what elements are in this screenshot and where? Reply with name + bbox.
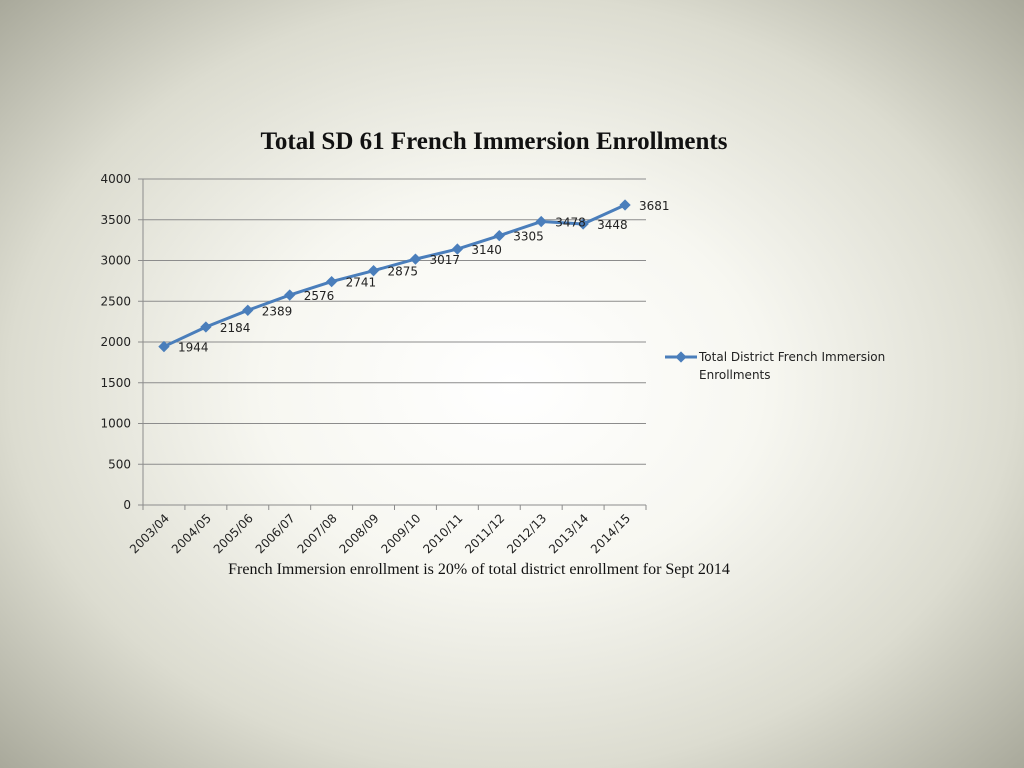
y-tick-label: 3000 <box>100 254 131 268</box>
x-tick-label: 2005/06 <box>211 511 256 556</box>
data-label: 2184 <box>220 321 251 335</box>
y-tick-label: 1000 <box>100 417 131 431</box>
x-tick-label: 2014/15 <box>588 511 633 556</box>
data-point-marker <box>451 243 464 255</box>
x-tick-label: 2006/07 <box>253 511 298 556</box>
data-point-marker <box>367 265 380 277</box>
data-point-marker <box>284 289 296 301</box>
series-markers <box>158 199 631 353</box>
data-label: 2389 <box>262 304 293 318</box>
series-line <box>163 203 626 348</box>
y-tick-label: 2000 <box>100 335 131 349</box>
x-tick-label: 2003/04 <box>127 511 172 556</box>
data-label: 3017 <box>429 253 460 267</box>
legend-marker-icon <box>665 351 697 363</box>
y-tick-label: 2500 <box>100 294 131 308</box>
data-point-marker <box>409 253 422 265</box>
chart-caption: French Immersion enrollment is 20% of to… <box>228 561 730 578</box>
x-tick-label: 2004/05 <box>169 511 214 556</box>
data-labels: 1944 2184 2389 2576 2741 2875 3017 3140 3305 3478… <box>178 199 670 355</box>
data-point-marker <box>325 275 338 288</box>
y-tick-label: 500 <box>108 457 131 471</box>
chart-title: Total SD 61 French Immersion Enrollments <box>260 128 728 155</box>
data-label: 3478 <box>555 216 586 230</box>
data-label: 3140 <box>471 243 502 257</box>
x-tick-label: 2011/12 <box>462 511 507 556</box>
data-point-marker <box>158 340 170 353</box>
gridlines <box>138 178 647 510</box>
data-point-marker <box>535 215 547 228</box>
y-tick-label: 4000 <box>100 172 131 186</box>
legend: Total District French Immersion Enrollme… <box>664 348 904 384</box>
data-label: 2576 <box>304 289 335 303</box>
series-line-path <box>163 203 626 348</box>
data-point-marker <box>242 304 254 316</box>
x-tick-label: 2007/08 <box>295 511 340 556</box>
data-label: 2741 <box>346 276 377 290</box>
y-axis-tick-labels: 0 500 1000 1500 2000 2500 3000 3500 4000 <box>100 172 131 512</box>
x-tick-label: 2013/14 <box>546 511 591 556</box>
data-point-marker <box>200 321 212 333</box>
data-label: 3681 <box>639 199 670 213</box>
legend-label: Total District French Immersion Enrollme… <box>699 350 886 382</box>
data-label: 3305 <box>513 230 544 244</box>
data-point-marker <box>619 199 631 211</box>
x-axis-tick-labels: 2003/042004/052005/062006/072007/082008/… <box>127 511 633 556</box>
data-point-marker <box>493 229 505 242</box>
x-tick-label: 2012/13 <box>504 511 549 556</box>
data-point-marker <box>577 218 589 230</box>
y-tick-label: 0 <box>123 498 131 512</box>
data-label: 3448 <box>597 218 628 232</box>
x-tick-label: 2008/09 <box>337 511 382 556</box>
y-tick-label: 1500 <box>100 376 131 390</box>
x-tick-label: 2009/10 <box>378 511 423 556</box>
x-tick-label: 2010/11 <box>420 511 465 556</box>
y-tick-label: 3500 <box>100 213 131 227</box>
data-label: 2875 <box>388 265 419 279</box>
data-label: 1944 <box>178 341 209 355</box>
